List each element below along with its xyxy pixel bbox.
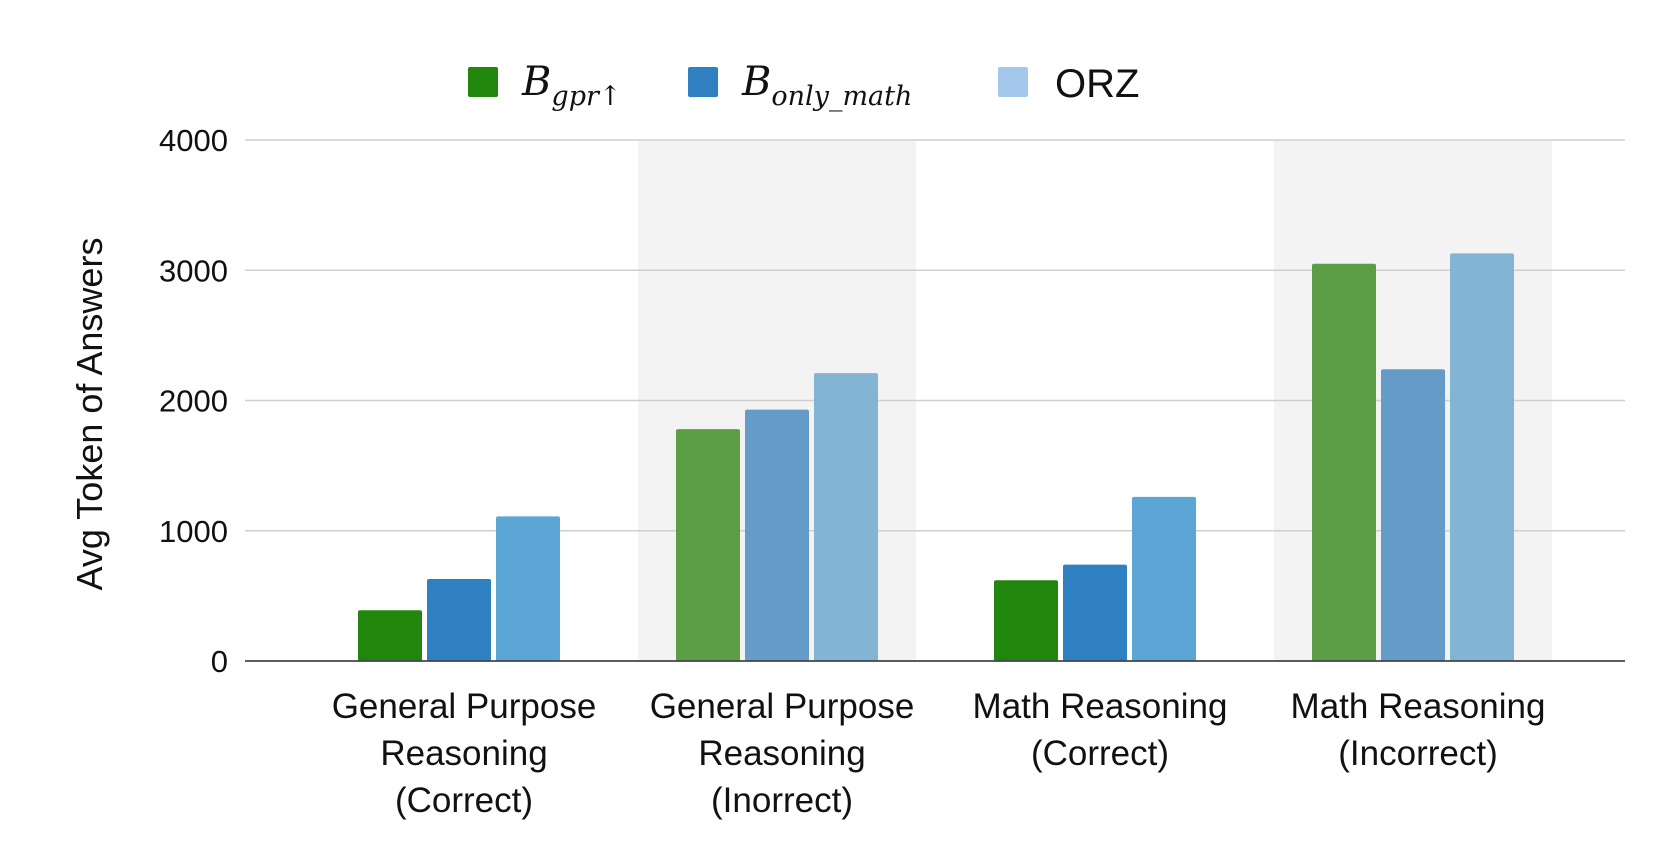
x-axis-category-labels: General Purpose Reasoning (Correct) General… xyxy=(332,687,1546,820)
y-axis-label: Avg Token of Answers xyxy=(69,238,110,591)
bar-b-only-math-2 xyxy=(1063,564,1127,661)
bar-b-only-math-3 xyxy=(1381,369,1445,661)
y-tick-label: 1000 xyxy=(159,514,228,549)
bar-b-gpr--2 xyxy=(994,580,1058,661)
bar-b-only-math-1 xyxy=(745,409,809,661)
bar-b-gpr--3 xyxy=(1312,263,1376,661)
legend-swatch xyxy=(468,67,498,97)
legend: Bgpr↑ Bonly_math ORZ xyxy=(468,59,1139,112)
bar-orz-1 xyxy=(814,373,878,661)
bar-orz-2 xyxy=(1132,496,1196,661)
bars-layer xyxy=(358,253,1514,661)
legend-swatch xyxy=(688,67,718,97)
y-tick-label: 3000 xyxy=(159,253,228,288)
legend-swatch xyxy=(998,67,1028,97)
x-category-label: Math Reasoning (Incorrect) xyxy=(1291,687,1546,773)
bar-orz-3 xyxy=(1450,253,1514,661)
bar-b-gpr--1 xyxy=(676,429,740,661)
legend-label: Bgpr↑ xyxy=(521,59,622,112)
y-axis-ticks: 0 1000 2000 3000 4000 xyxy=(159,123,228,679)
y-tick-label: 4000 xyxy=(159,123,228,158)
bar-orz-0 xyxy=(496,516,560,661)
y-tick-label: 0 xyxy=(211,644,228,679)
legend-label: Bonly_math xyxy=(741,59,912,112)
x-category-label: General Purpose Reasoning (Inorrect) xyxy=(650,687,915,820)
x-category-label: General Purpose Reasoning (Correct) xyxy=(332,687,597,820)
y-tick-label: 2000 xyxy=(159,384,228,419)
bar-b-only-math-0 xyxy=(427,578,491,661)
legend-label: ORZ xyxy=(1055,62,1139,106)
bar-b-gpr--0 xyxy=(358,610,422,661)
x-category-label: Math Reasoning (Correct) xyxy=(973,687,1228,773)
